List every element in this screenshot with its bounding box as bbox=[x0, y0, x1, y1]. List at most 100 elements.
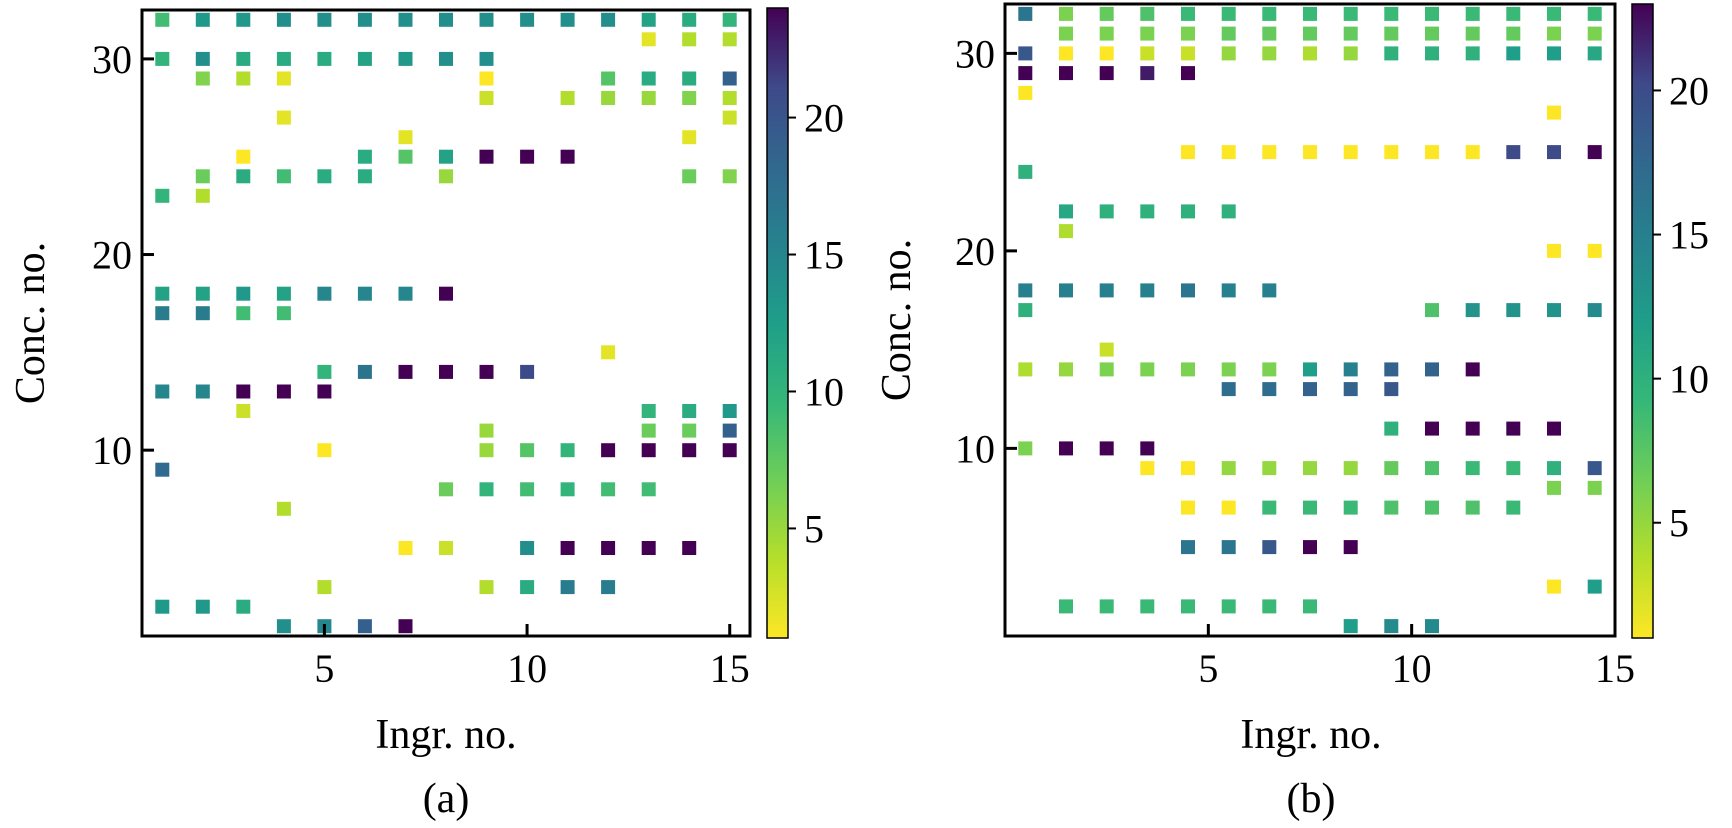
data-point bbox=[520, 580, 535, 595]
data-point bbox=[398, 51, 413, 66]
y-tick-label: 20 bbox=[955, 229, 995, 274]
panel-a-markers bbox=[155, 12, 737, 634]
data-point bbox=[520, 12, 535, 27]
data-point bbox=[1465, 362, 1480, 377]
data-point bbox=[1262, 283, 1277, 298]
data-point bbox=[641, 482, 656, 497]
data-point bbox=[1099, 599, 1114, 614]
data-point bbox=[155, 306, 170, 321]
data-point bbox=[1262, 6, 1277, 21]
data-point bbox=[276, 71, 291, 86]
data-point bbox=[155, 51, 170, 66]
panel-a-label: (a) bbox=[423, 776, 470, 822]
data-point bbox=[1140, 46, 1155, 61]
data-point bbox=[1140, 283, 1155, 298]
data-point bbox=[1262, 382, 1277, 397]
data-point bbox=[1425, 145, 1439, 160]
data-point bbox=[1018, 164, 1033, 179]
data-point bbox=[1384, 382, 1399, 397]
data-point bbox=[601, 482, 616, 497]
data-point bbox=[357, 619, 372, 634]
panel-b-y-axis-label: Conc. no. bbox=[874, 239, 920, 401]
data-point bbox=[276, 169, 291, 184]
data-point bbox=[1099, 46, 1114, 61]
data-point bbox=[398, 130, 413, 145]
data-point bbox=[1425, 26, 1439, 41]
data-point bbox=[520, 364, 535, 379]
data-point bbox=[520, 541, 535, 555]
data-point bbox=[317, 384, 332, 399]
data-point bbox=[1465, 6, 1480, 21]
data-point bbox=[1465, 303, 1480, 318]
data-point bbox=[1425, 500, 1439, 515]
data-point bbox=[1587, 480, 1602, 495]
data-point bbox=[1262, 540, 1277, 555]
data-point bbox=[1587, 46, 1602, 61]
data-point bbox=[155, 599, 170, 614]
data-point bbox=[1587, 145, 1602, 160]
data-point bbox=[1221, 540, 1236, 555]
data-point bbox=[1547, 421, 1561, 436]
data-point bbox=[1221, 500, 1236, 515]
data-point bbox=[276, 51, 291, 66]
x-tick-label: 10 bbox=[1392, 646, 1432, 691]
data-point bbox=[398, 619, 413, 634]
data-point bbox=[722, 443, 737, 458]
data-point bbox=[276, 619, 291, 634]
data-point bbox=[1465, 26, 1480, 41]
y-tick-label: 10 bbox=[955, 426, 995, 471]
data-point bbox=[1018, 283, 1033, 298]
data-point bbox=[1547, 303, 1561, 318]
data-point bbox=[479, 443, 494, 458]
data-point bbox=[398, 364, 413, 379]
data-point bbox=[1181, 540, 1195, 555]
data-point bbox=[641, 91, 656, 105]
data-point bbox=[1343, 362, 1358, 377]
x-tick-label: 10 bbox=[507, 646, 547, 691]
data-point bbox=[722, 91, 737, 105]
data-point bbox=[722, 32, 737, 47]
data-point bbox=[1140, 362, 1155, 377]
panel-a-colorbar-gradient bbox=[766, 7, 789, 639]
data-point bbox=[1099, 26, 1114, 41]
data-point bbox=[1181, 283, 1195, 298]
data-point bbox=[1018, 441, 1033, 456]
data-point bbox=[276, 12, 291, 27]
data-point bbox=[317, 12, 332, 27]
data-point bbox=[1099, 66, 1114, 81]
data-point bbox=[439, 149, 453, 164]
data-point bbox=[1059, 362, 1073, 377]
data-point bbox=[560, 541, 575, 555]
data-point bbox=[1262, 362, 1277, 377]
data-point bbox=[357, 286, 372, 301]
panel-b-markers bbox=[1018, 6, 1602, 634]
data-point bbox=[520, 443, 535, 458]
data-point bbox=[1140, 66, 1155, 81]
panel-a: 5 10 15 10 20 30 Ingr. no. Conc. no. (a) 5 10 1… bbox=[8, 7, 844, 822]
data-point bbox=[357, 169, 372, 184]
data-point bbox=[1303, 500, 1317, 515]
data-point bbox=[1018, 66, 1033, 81]
data-point bbox=[1018, 303, 1033, 318]
colorbar-tick-label: 15 bbox=[1669, 213, 1709, 258]
data-point bbox=[1547, 579, 1561, 594]
data-point bbox=[1181, 362, 1195, 377]
data-point bbox=[1425, 6, 1439, 21]
data-point bbox=[276, 110, 291, 125]
data-point bbox=[1303, 6, 1317, 21]
colorbar-tick-label: 20 bbox=[1669, 68, 1709, 113]
data-point bbox=[722, 404, 737, 418]
data-point bbox=[1425, 303, 1439, 318]
data-point bbox=[1547, 243, 1561, 258]
data-point bbox=[357, 12, 372, 27]
colorbar-tick-label: 10 bbox=[804, 369, 844, 414]
data-point bbox=[1059, 26, 1073, 41]
data-point bbox=[722, 12, 737, 27]
data-point bbox=[1587, 6, 1602, 21]
data-point bbox=[195, 169, 210, 184]
data-point bbox=[1384, 619, 1399, 634]
data-point bbox=[1221, 283, 1236, 298]
data-point bbox=[439, 482, 453, 497]
data-point bbox=[1465, 461, 1480, 476]
data-point bbox=[560, 482, 575, 497]
